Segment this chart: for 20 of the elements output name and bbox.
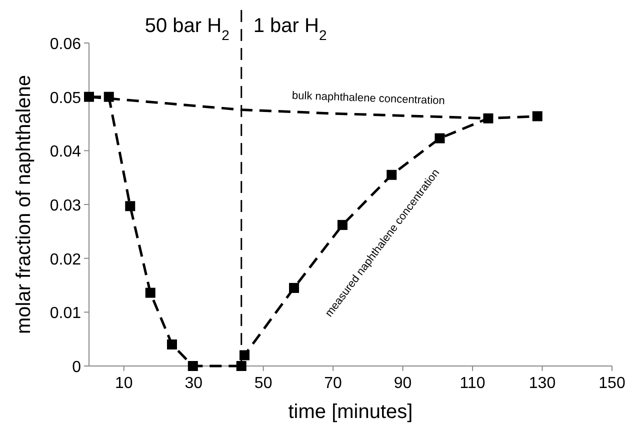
x-axis-title: time [minutes] <box>288 401 413 423</box>
text: 50 bar H$_{2}$ <box>144 15 230 43</box>
y-axis-title: molar fraction of naphthalene <box>13 74 35 334</box>
y-tick-label: 0.02 <box>50 251 82 268</box>
y-tick-label: 0.03 <box>50 198 82 214</box>
x-tick-label: 130 <box>528 375 556 392</box>
x-tick-label: 110 <box>460 375 486 392</box>
x-tick-label: 70 <box>324 375 342 392</box>
x-tick-label: 50 <box>254 375 272 392</box>
y-tick-label: 0.05 <box>50 90 82 107</box>
text: 1 bar H$_{2}$ <box>253 15 327 43</box>
x-tick-label: 30 <box>184 375 203 392</box>
x-tick-label: 10 <box>114 375 133 392</box>
x-tick-label: 150 <box>598 375 626 392</box>
y-tick-label: 0.01 <box>50 305 82 322</box>
annotation: bulk naphthalene concentration <box>292 90 446 108</box>
y-tick-label: 0.06 <box>50 36 82 53</box>
y-tick-label: 0.04 <box>50 144 82 161</box>
y-tick-label: 0 <box>72 359 82 376</box>
x-tick-label: 90 <box>394 375 412 392</box>
